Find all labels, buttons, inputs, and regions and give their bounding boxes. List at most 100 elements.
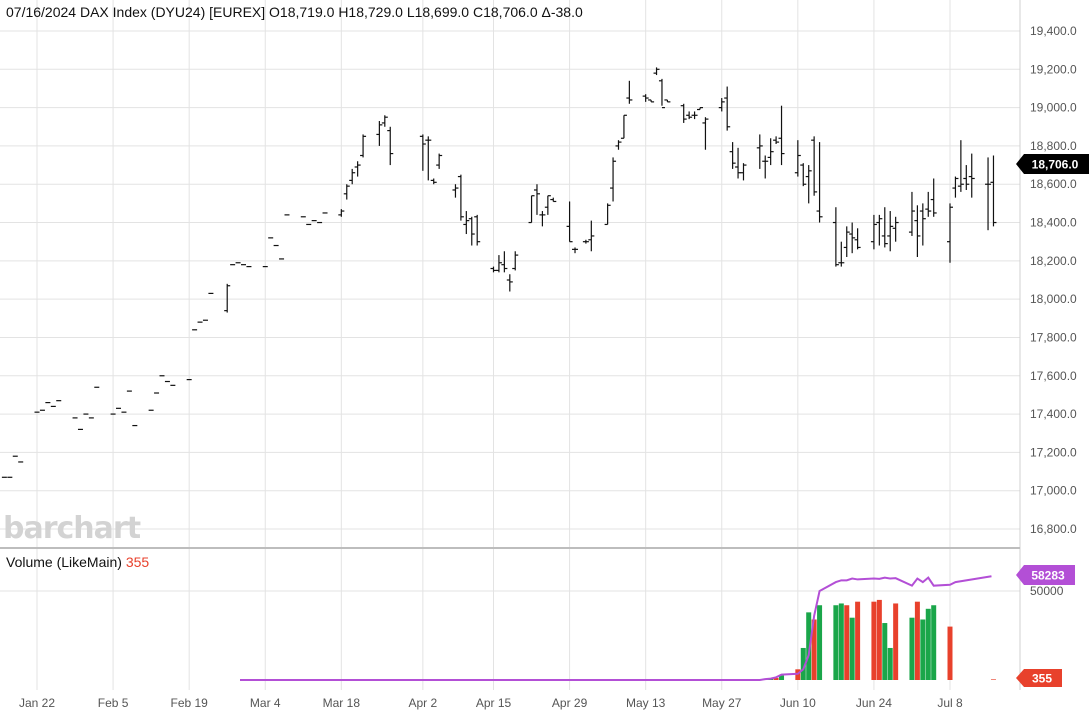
price-bar (376, 121, 383, 146)
price-tick-label: 18,200.0 (1030, 254, 1077, 268)
price-bar (360, 134, 367, 158)
volume-tick-label: 50000 (1030, 584, 1064, 598)
volume-bar (925, 608, 931, 680)
price-tick-label: 19,400.0 (1030, 24, 1077, 38)
price-bar (919, 203, 926, 246)
volume-bar (871, 601, 877, 680)
volume-bar (811, 619, 817, 680)
last-price-badge: 18,706.0 (1016, 154, 1089, 174)
price-bar (626, 80, 633, 104)
price-bar (615, 140, 622, 150)
price-bar (887, 211, 894, 252)
price-axis[interactable]: 16,800.0 17,000.0 17,200.0 17,400.0 17,600.0… (1030, 24, 1077, 598)
time-axis[interactable]: Jan 22 Feb 5 Feb 19 Mar 4 Mar 18 Apr 2 Apr 15 A… (19, 696, 963, 710)
price-bar (914, 205, 921, 258)
volume-bar (876, 599, 882, 680)
price-bar (680, 103, 687, 123)
price-bar (778, 105, 785, 166)
volume-bar (947, 626, 953, 680)
price-bar (658, 78, 665, 109)
volume-bar (817, 605, 823, 680)
price-bar (490, 266, 497, 273)
price-bar (843, 226, 850, 258)
price-bar (702, 117, 709, 150)
price-bar (610, 157, 617, 202)
price-tick-label: 18,400.0 (1030, 216, 1077, 230)
volume-bar (882, 623, 888, 680)
price-bar (664, 99, 671, 103)
time-tick-label: Feb 5 (98, 696, 129, 710)
header-date: 07/16/2024 (6, 4, 76, 20)
volume-title: Volume (LikeMain) 355 (6, 554, 149, 570)
price-tick-label: 17,600.0 (1030, 369, 1077, 383)
volume-last-badge: 355 (1016, 669, 1062, 687)
price-bar (338, 209, 345, 217)
volume-bar (909, 617, 915, 680)
price-bar (718, 98, 725, 112)
price-bar (506, 274, 513, 292)
price-bar (550, 197, 557, 203)
volume-ma-badge: 58283 (1016, 565, 1075, 585)
price-bar (952, 176, 959, 198)
price-bar (816, 142, 823, 223)
time-tick-label: Mar 4 (250, 696, 281, 710)
price-bar (539, 211, 546, 227)
price-bar (474, 214, 481, 246)
header-high: H18,729.0 (338, 4, 403, 20)
time-tick-label: Apr 15 (476, 696, 512, 710)
price-bar (604, 203, 611, 226)
time-tick-label: Feb 19 (170, 696, 208, 710)
price-bar (582, 239, 589, 244)
volume-bar (887, 647, 893, 680)
header-low: L18,699.0 (407, 4, 469, 20)
time-tick-label: May 13 (626, 696, 666, 710)
price-bar (762, 155, 769, 179)
price-bar (773, 136, 780, 145)
price-bar (381, 115, 388, 127)
price-bar (468, 216, 475, 246)
price-bar (430, 178, 437, 185)
price-tick-label: 16,800.0 (1030, 522, 1077, 536)
price-bars (1, 67, 997, 478)
price-bar (620, 114, 627, 139)
price-bar (354, 161, 361, 177)
price-bar (343, 184, 350, 200)
header-close: C18,706.0 (473, 4, 538, 20)
price-bar (990, 155, 997, 227)
volume-bar (931, 605, 937, 680)
price-bar (930, 178, 937, 217)
time-tick-label: Jan 22 (19, 696, 55, 710)
volume-title-value: 355 (126, 554, 150, 570)
price-bar (224, 283, 231, 313)
price-tick-label: 17,400.0 (1030, 407, 1077, 421)
time-tick-label: Apr 2 (409, 696, 438, 710)
price-bar (501, 251, 508, 273)
price-bar (838, 241, 845, 267)
price-bar (881, 207, 888, 248)
price-bar (697, 107, 704, 111)
price-bar (648, 99, 655, 103)
price-bar (544, 195, 551, 215)
price-bar (729, 142, 736, 169)
volume-bar (849, 617, 855, 680)
price-bar (908, 191, 915, 236)
price-bar (588, 220, 595, 252)
volume-bar (806, 612, 812, 680)
volume-bars (757, 599, 996, 680)
last-price-value: 18,706.0 (1032, 158, 1079, 172)
price-bar (463, 211, 470, 235)
price-bar (756, 134, 763, 169)
volume-bar (893, 603, 899, 680)
volume-bar (779, 675, 785, 680)
price-bar (805, 165, 812, 204)
header-change: Δ-38.0 (542, 4, 583, 20)
header-instrument: DAX Index (DYU24) [EUREX] (80, 4, 265, 20)
volume-bar (773, 677, 779, 680)
price-bar (800, 163, 807, 187)
price-bar (387, 126, 394, 166)
header-open: O18,719.0 (269, 4, 335, 20)
price-bar (968, 153, 975, 198)
price-bar (767, 138, 774, 166)
